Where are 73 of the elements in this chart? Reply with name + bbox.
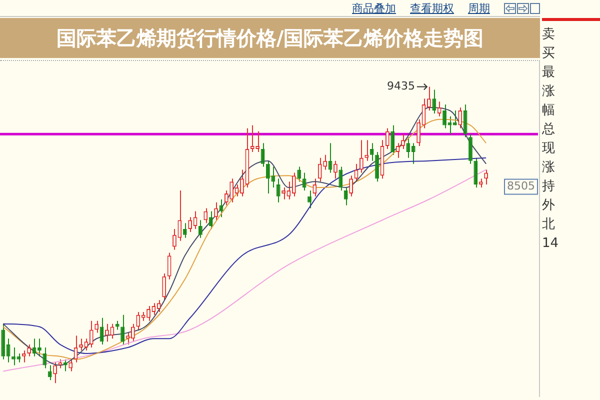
candlestick xyxy=(302,172,306,191)
candlestick xyxy=(172,228,176,250)
candlestick xyxy=(401,134,405,150)
candlestick xyxy=(364,140,369,162)
candlestick xyxy=(240,169,244,197)
candlestick xyxy=(375,151,379,182)
text: 周期 xyxy=(468,0,490,16)
annotation: 9435 xyxy=(386,80,415,93)
text: 卖 xyxy=(542,26,556,44)
candlestick xyxy=(12,347,16,366)
text: 持 xyxy=(542,178,556,196)
candlestick xyxy=(338,166,343,191)
candlestick xyxy=(105,323,109,342)
candlestick xyxy=(458,107,462,129)
candlestick xyxy=(63,358,68,372)
candlestick xyxy=(208,210,213,230)
candlestick xyxy=(256,130,260,152)
candlestick xyxy=(276,178,280,203)
text: 最 xyxy=(542,64,556,82)
candlestick xyxy=(385,128,390,150)
candlestick xyxy=(432,89,436,114)
candlestick xyxy=(323,154,328,170)
candlestick xyxy=(474,157,478,188)
candlestick xyxy=(204,208,208,224)
text: 涨 xyxy=(542,159,556,177)
text: 现 xyxy=(542,140,556,158)
candlestick xyxy=(53,362,57,384)
candlestick xyxy=(344,187,348,206)
candlestick xyxy=(68,358,73,372)
text: 查看期权 xyxy=(410,0,454,16)
candlestick xyxy=(110,323,114,340)
candlestick xyxy=(74,335,78,363)
text: 涨 xyxy=(542,83,556,101)
candlestick xyxy=(224,190,228,206)
candlestick xyxy=(484,169,488,186)
candlestick xyxy=(334,160,338,180)
candlestick xyxy=(178,190,182,242)
candlestick xyxy=(297,166,302,182)
candlestick xyxy=(442,104,446,129)
text: 总 xyxy=(542,121,556,139)
candlestick xyxy=(318,157,322,182)
candlestick xyxy=(250,124,254,152)
candlestick xyxy=(48,364,52,381)
text: 买 xyxy=(542,45,556,63)
candlestick xyxy=(390,124,395,156)
candlestick xyxy=(349,175,353,197)
candlestick xyxy=(79,338,83,351)
candlestick xyxy=(27,344,32,357)
candlestick xyxy=(359,140,364,174)
candlestick xyxy=(282,187,286,200)
candlestick xyxy=(146,306,150,322)
candlestick xyxy=(162,272,166,301)
candlestick xyxy=(308,190,312,209)
candlestick xyxy=(271,166,276,188)
candlestick xyxy=(120,314,125,346)
text: 北 xyxy=(542,216,556,234)
candlestick xyxy=(370,142,374,162)
text: 商品叠加 xyxy=(352,0,396,16)
text: 14 xyxy=(542,235,560,253)
text: 外 xyxy=(542,197,556,215)
candlestick xyxy=(198,220,202,238)
text: 幅 xyxy=(542,102,556,120)
candlestick xyxy=(182,222,187,238)
chart-title: 国际苯乙烯期货行情价格/国际苯乙烯价格走势图 xyxy=(56,24,484,52)
candlestick xyxy=(214,202,218,221)
candlestick xyxy=(42,347,47,369)
candlestick xyxy=(437,101,442,117)
candlestick xyxy=(266,160,270,194)
candlestick xyxy=(38,338,42,357)
candlestick xyxy=(94,320,99,334)
text: 8505 xyxy=(507,180,536,193)
candlestick xyxy=(22,350,26,363)
candlestick xyxy=(468,134,472,164)
